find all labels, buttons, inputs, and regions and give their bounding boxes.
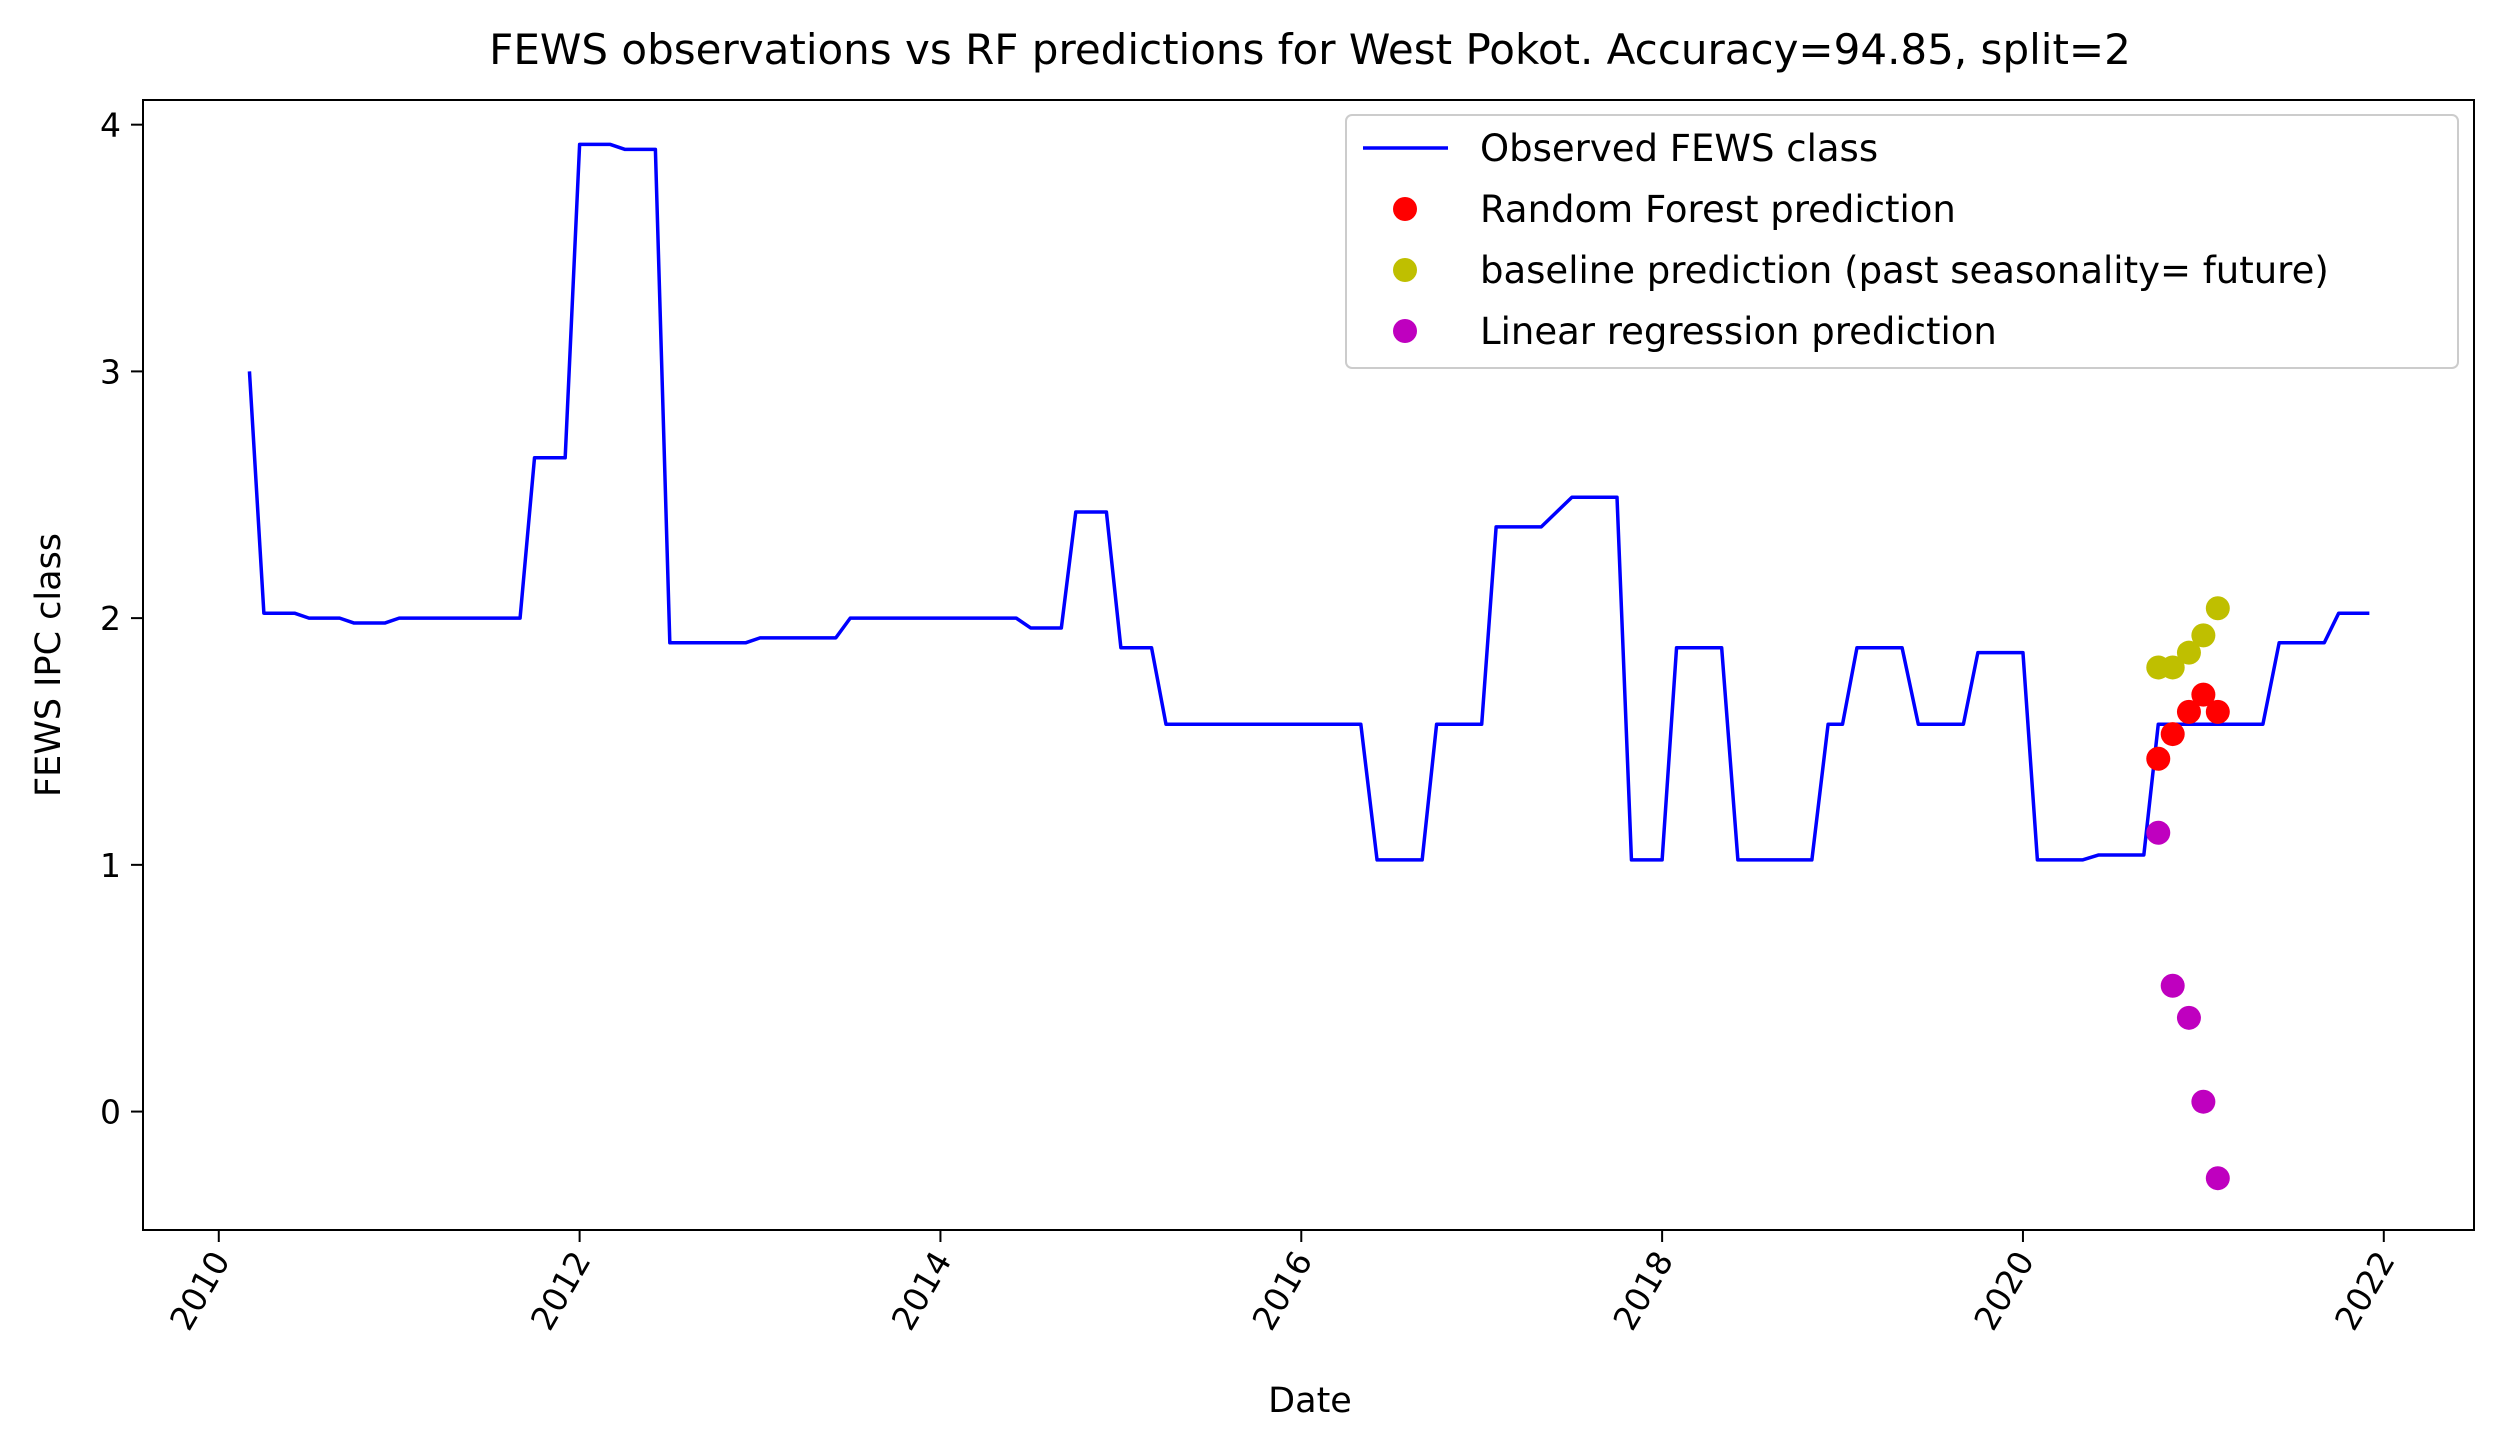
y-tick-label-2: 2 bbox=[100, 599, 121, 638]
y-axis-ticks: 0 1 2 3 4 bbox=[100, 106, 143, 1132]
legend-label-1: Random Forest prediction bbox=[1480, 188, 1956, 231]
plot-area bbox=[142, 99, 2475, 1231]
series-2-point-3 bbox=[2191, 623, 2216, 648]
series-3-point-1 bbox=[2160, 973, 2185, 998]
legend-box bbox=[1345, 114, 2459, 369]
series-1-point-0 bbox=[2146, 746, 2171, 771]
y-tick-label-3: 3 bbox=[100, 352, 121, 391]
legend-items: Observed FEWS class Random Forest predict… bbox=[1363, 127, 2329, 353]
series-2-point-2 bbox=[2176, 640, 2201, 665]
series-3-point-3 bbox=[2191, 1089, 2216, 1114]
legend-swatch-1 bbox=[1393, 197, 1417, 221]
series-line-observed-fews bbox=[247, 142, 2370, 862]
series-1-point-4 bbox=[2205, 699, 2230, 724]
legend-label-2: baseline prediction (past seasonality= f… bbox=[1480, 249, 2329, 292]
legend-label-3: Linear regression prediction bbox=[1480, 310, 1997, 353]
series-layer bbox=[247, 142, 2370, 1191]
series-2-point-1 bbox=[2160, 655, 2185, 680]
series-3-point-0 bbox=[2146, 820, 2171, 845]
legend: Observed FEWS class Random Forest predict… bbox=[1345, 114, 2459, 369]
y-tick-label-0: 0 bbox=[100, 1093, 121, 1132]
y-tick-label-1: 1 bbox=[100, 846, 121, 885]
legend-swatch-2 bbox=[1393, 258, 1417, 282]
series-1-point-1 bbox=[2160, 722, 2185, 747]
plot-frame bbox=[142, 99, 2475, 1231]
chart-title: FEWS observations vs RF predictions for … bbox=[489, 25, 2131, 74]
x-axis-label: Date bbox=[1268, 1381, 1352, 1421]
series-3-point-2 bbox=[2176, 1005, 2201, 1030]
series-3-point-4 bbox=[2205, 1166, 2230, 1191]
series-1-point-2 bbox=[2176, 699, 2201, 724]
legend-label-0: Observed FEWS class bbox=[1480, 127, 1878, 170]
legend-swatch-3 bbox=[1393, 319, 1417, 343]
y-tick-label-4: 4 bbox=[100, 106, 121, 145]
series-2-point-4 bbox=[2205, 596, 2230, 621]
y-axis-label: FEWS IPC class bbox=[29, 533, 69, 797]
series-1-point-3 bbox=[2191, 682, 2216, 707]
